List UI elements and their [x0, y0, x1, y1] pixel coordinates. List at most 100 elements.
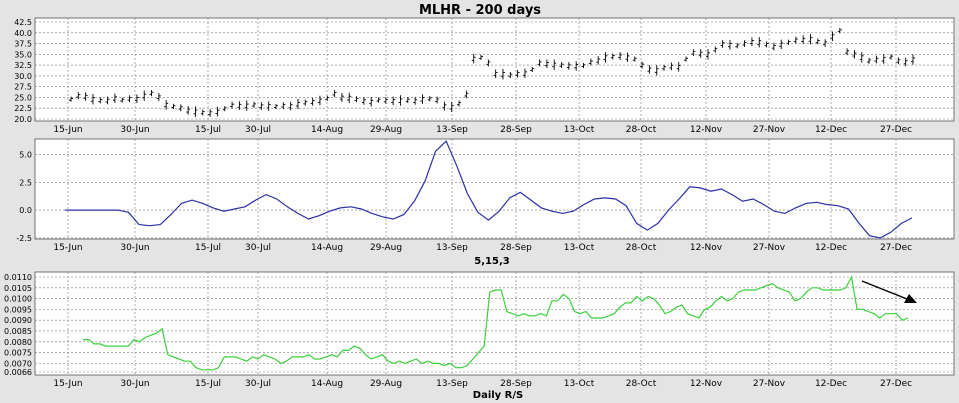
y-tick-label: 0.0066: [4, 368, 32, 377]
x-tick-label: 30-Jul: [245, 125, 271, 135]
price-bar: [874, 55, 879, 64]
price-bar: [742, 40, 747, 48]
x-tick-label: 12-Dec: [815, 243, 847, 253]
x-tick-label: 13-Oct: [564, 379, 595, 389]
y-tick-label: 2.5: [19, 178, 32, 187]
price-bar: [588, 58, 593, 66]
price-bar: [171, 103, 176, 110]
price-bar: [632, 56, 637, 62]
y-tick-label: 0.0080: [4, 338, 32, 347]
y-tick-label: 5.0: [19, 151, 32, 160]
price-bar: [186, 106, 191, 115]
price-bar: [698, 49, 703, 58]
price-bar: [867, 57, 872, 64]
price-bar: [112, 93, 117, 104]
price-bar: [105, 96, 110, 105]
price-bar: [705, 49, 710, 60]
price-bar: [244, 100, 249, 111]
price-bar: [764, 41, 769, 48]
price-bar: [911, 54, 915, 65]
x-tick-label: 27-Dec: [880, 379, 912, 389]
price-bar: [779, 39, 784, 50]
y-tick-label: 40.0: [14, 29, 32, 38]
price-bar: [647, 65, 652, 74]
x-tick-label: 12-Dec: [815, 125, 847, 135]
y-tick-label: 25.0: [14, 93, 32, 102]
price-bar: [500, 68, 505, 80]
x-tick-label: 15-Jun: [53, 379, 82, 389]
price-bar: [640, 61, 645, 69]
price-bars: [69, 28, 915, 117]
y-tick-label: 0.0090: [4, 316, 32, 325]
x-tick-label: 28-Oct: [626, 243, 657, 253]
price-bar: [735, 43, 740, 49]
oscillator-y-ticks: 5.0 2.5 0.0 -2.5: [16, 151, 32, 243]
price-bar: [559, 62, 564, 69]
x-tick-label: 28-Oct: [626, 125, 657, 135]
price-bar: [486, 59, 491, 67]
price-bar: [413, 97, 418, 105]
price-bar: [288, 101, 293, 111]
price-bar: [83, 92, 88, 101]
oscillator-plot-area: [34, 138, 955, 240]
price-bar: [405, 97, 410, 104]
x-tick-label: 30-Jun: [120, 379, 149, 389]
price-bar: [69, 96, 73, 102]
rs-plot-area: [34, 271, 955, 376]
price-bar: [98, 97, 103, 104]
price-bar: [266, 101, 271, 111]
price-bar: [208, 109, 213, 117]
x-tick-label: 15-Jul: [195, 243, 221, 253]
x-tick-label: 14-Aug: [311, 243, 343, 253]
price-bar: [889, 54, 894, 60]
price-bar: [427, 96, 432, 102]
x-tick-label: 15-Jun: [53, 243, 82, 253]
price-bar: [515, 69, 520, 78]
price-bar: [823, 39, 828, 48]
price-bar: [120, 97, 125, 103]
price-bar: [859, 52, 864, 63]
price-bar: [596, 56, 601, 65]
x-tick-label: 27-Nov: [753, 379, 786, 389]
price-bar: [156, 93, 161, 101]
y-tick-label: 0.0070: [4, 359, 32, 368]
x-tick-label: 27-Nov: [753, 125, 786, 135]
price-bar: [662, 64, 667, 71]
price-bar: [618, 52, 623, 60]
price-bar: [361, 97, 366, 105]
price-bar: [252, 101, 257, 108]
x-tick-label: 15-Jul: [195, 379, 221, 389]
x-tick-label: 13-Sep: [436, 379, 468, 389]
price-bar: [281, 102, 286, 110]
price-bar: [530, 66, 535, 73]
price-bar: [200, 109, 205, 116]
price-bar: [713, 46, 718, 53]
x-tick-label: 15-Jul: [195, 125, 221, 135]
x-tick-label: 12-Nov: [690, 379, 723, 389]
price-bar: [398, 95, 403, 106]
price-bar: [90, 93, 95, 105]
rs-x-ticks: 15-Jun 30-Jun 15-Jul 30-Jul 14-Aug 29-Aug 13-S…: [53, 379, 912, 389]
price-bar: [420, 94, 425, 104]
oscillator-grid: [35, 139, 954, 239]
x-tick-label: 28-Sep: [500, 243, 532, 253]
x-tick-label: 15-Jun: [53, 125, 82, 135]
price-bar: [457, 100, 462, 107]
x-tick-label: 27-Dec: [880, 243, 912, 253]
price-bar: [149, 90, 154, 97]
price-bar: [325, 95, 330, 101]
price-bar: [676, 62, 681, 72]
price-bar: [574, 61, 579, 71]
rs-line: [83, 275, 909, 371]
oscillator-panel: 5.0 2.5 0.0 -2.5 15-Jun 30-Jun 15-Jul 30-Jul 14…: [16, 138, 955, 267]
price-bar: [383, 97, 388, 104]
price-bar: [793, 36, 798, 44]
y-tick-label: 37.5: [14, 40, 32, 49]
price-bar: [274, 103, 279, 110]
price-bar: [493, 69, 498, 79]
price-bar: [815, 38, 820, 45]
x-tick-label: 13-Oct: [564, 243, 595, 253]
x-tick-label: 28-Sep: [500, 379, 532, 389]
price-bar: [127, 95, 132, 103]
